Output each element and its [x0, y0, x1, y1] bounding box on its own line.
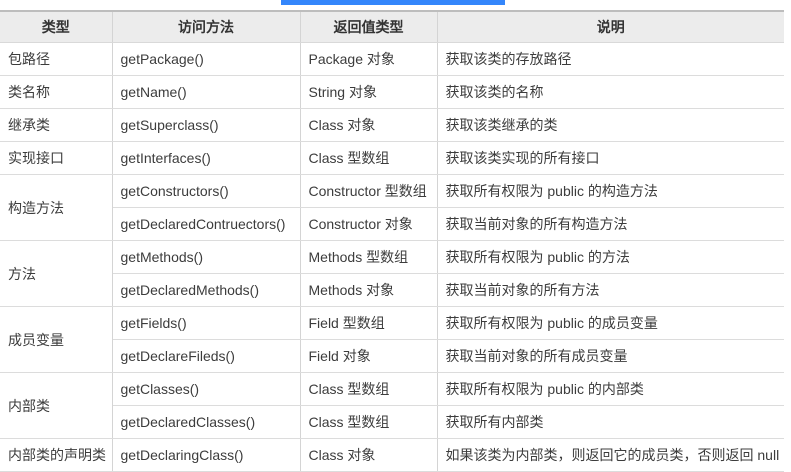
table-row: 内部类的声明类 getDeclaringClass() Class 对象 如果该…: [0, 438, 784, 472]
cell-type: 内部类: [0, 372, 113, 439]
table-row: 构造方法 getConstructors() Constructor 型数组 获…: [0, 174, 784, 241]
cell-method: getDeclaringClass(): [112, 438, 301, 472]
cell-description: 获取所有权限为 public 的内部类: [437, 372, 784, 406]
cell-method: getDeclareFileds(): [112, 339, 301, 373]
cell-return-type: Package 对象: [300, 42, 438, 76]
cell-description: 获取该类的名称: [437, 75, 784, 109]
cell-return-type: Methods 对象: [300, 273, 438, 307]
table-row: getDeclaredContruectors() Constructor 对象…: [0, 207, 784, 241]
table-row: getDeclareFileds() Field 对象 获取当前对象的所有成员变…: [0, 339, 784, 373]
cell-description: 获取当前对象的所有构造方法: [437, 207, 784, 241]
cell-return-type: String 对象: [300, 75, 438, 109]
cell-type: 包路径: [0, 42, 113, 76]
blue-accent-bar: [281, 0, 505, 5]
cell-return-type: Class 对象: [300, 438, 438, 472]
cell-method: getConstructors(): [112, 174, 301, 208]
cell-method: getDeclaredMethods(): [112, 273, 301, 307]
column-header-return-type: 返回值类型: [300, 11, 438, 43]
class-reflection-methods-table: 类型 访问方法 返回值类型 说明 包路径 getPackage() Packag…: [0, 10, 784, 472]
table-row: getDeclaredClasses() Class 型数组 获取所有内部类: [0, 405, 784, 439]
cell-method: getName(): [112, 75, 301, 109]
cell-type: 实现接口: [0, 141, 113, 175]
cell-return-type: Methods 型数组: [300, 240, 438, 274]
table-row: 实现接口 getInterfaces() Class 型数组 获取该类实现的所有…: [0, 141, 784, 175]
cell-description: 获取当前对象的所有成员变量: [437, 339, 784, 373]
cell-return-type: Field 型数组: [300, 306, 438, 340]
cell-type: 方法: [0, 240, 113, 307]
cell-type: 构造方法: [0, 174, 113, 241]
column-header-method: 访问方法: [112, 11, 301, 43]
cell-method: getPackage(): [112, 42, 301, 76]
cell-description: 获取所有权限为 public 的成员变量: [437, 306, 784, 340]
table-row: getDeclaredMethods() Methods 对象 获取当前对象的所…: [0, 273, 784, 307]
column-header-description: 说明: [437, 11, 784, 43]
cell-return-type: Class 对象: [300, 108, 438, 142]
cell-description: 如果该类为内部类，则返回它的成员类，否则返回 null: [437, 438, 784, 472]
cell-description: 获取当前对象的所有方法: [437, 273, 784, 307]
table-row: 继承类 getSuperclass() Class 对象 获取该类继承的类: [0, 108, 784, 142]
cell-method: getClasses(): [112, 372, 301, 406]
cell-return-type: Class 型数组: [300, 141, 438, 175]
table-row: 内部类 getClasses() Class 型数组 获取所有权限为 publi…: [0, 372, 784, 439]
cell-description: 获取该类的存放路径: [437, 42, 784, 76]
cell-return-type: Class 型数组: [300, 372, 438, 406]
cell-description: 获取所有内部类: [437, 405, 784, 439]
cell-return-type: Constructor 型数组: [300, 174, 438, 208]
cell-description: 获取所有权限为 public 的构造方法: [437, 174, 784, 208]
cell-type: 类名称: [0, 75, 113, 109]
cell-return-type: Field 对象: [300, 339, 438, 373]
cell-description: 获取该类实现的所有接口: [437, 141, 784, 175]
cell-method: getInterfaces(): [112, 141, 301, 175]
table-row: 方法 getMethods() Methods 型数组 获取所有权限为 publ…: [0, 240, 784, 307]
table-row: 成员变量 getFields() Field 型数组 获取所有权限为 publi…: [0, 306, 784, 373]
table-row: 包路径 getPackage() Package 对象 获取该类的存放路径: [0, 42, 784, 76]
cell-description: 获取该类继承的类: [437, 108, 784, 142]
cell-method: getSuperclass(): [112, 108, 301, 142]
cell-type: 成员变量: [0, 306, 113, 373]
cell-method: getFields(): [112, 306, 301, 340]
cell-return-type: Class 型数组: [300, 405, 438, 439]
header-row: 类型 访问方法 返回值类型 说明: [0, 11, 784, 43]
cell-description: 获取所有权限为 public 的方法: [437, 240, 784, 274]
cell-method: getDeclaredClasses(): [112, 405, 301, 439]
cell-method: getDeclaredContruectors(): [112, 207, 301, 241]
column-header-type: 类型: [0, 11, 113, 43]
table-row: 类名称 getName() String 对象 获取该类的名称: [0, 75, 784, 109]
cell-return-type: Constructor 对象: [300, 207, 438, 241]
cell-type: 内部类的声明类: [0, 438, 113, 472]
cell-method: getMethods(): [112, 240, 301, 274]
cell-type: 继承类: [0, 108, 113, 142]
